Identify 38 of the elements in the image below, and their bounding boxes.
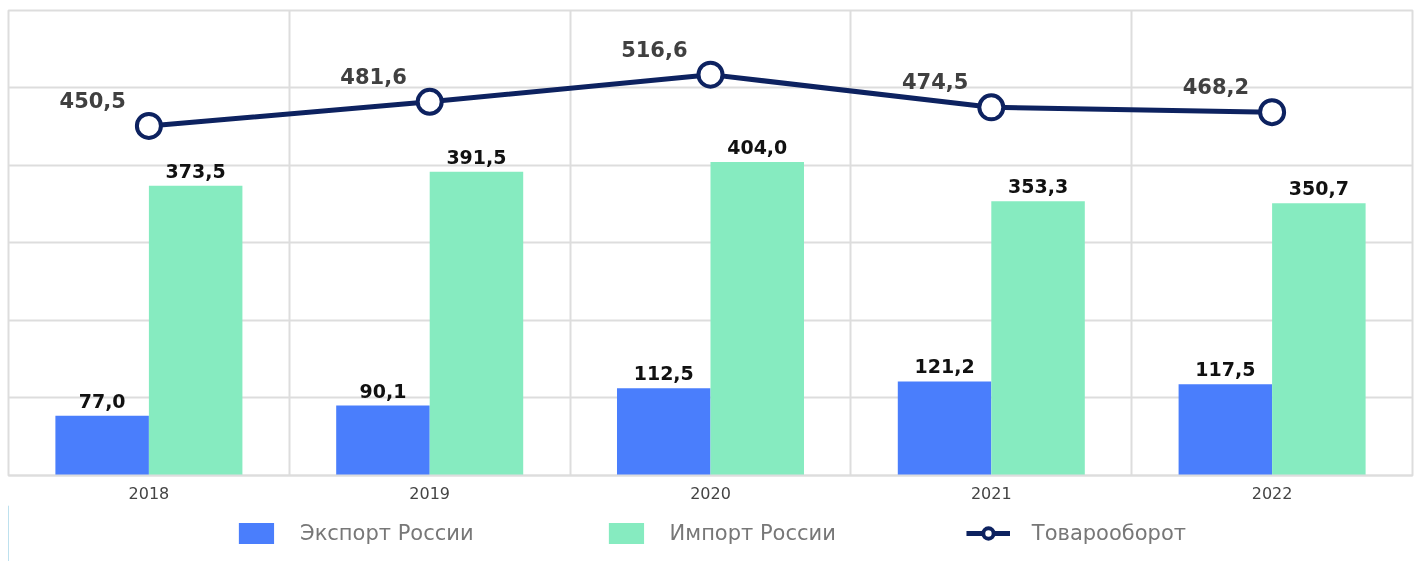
data-label: 373,5 [165, 159, 226, 182]
data-label: 468,2 [1182, 75, 1250, 100]
data-label: 353,3 [1008, 175, 1069, 198]
x-tick-label: 2020 [690, 483, 731, 503]
bar [429, 171, 524, 476]
bar [897, 381, 992, 476]
data-label: 450,5 [59, 88, 126, 113]
x-tick-label: 2018 [128, 483, 170, 503]
data-label: 350,7 [1288, 177, 1349, 200]
data-label: 474,5 [901, 70, 969, 95]
x-tick-label: 2022 [1251, 483, 1293, 503]
point [1258, 98, 1287, 127]
data-label: 481,6 [340, 64, 407, 89]
legend-label: Импорт России [669, 521, 836, 545]
point [977, 93, 1006, 122]
data-label: 404,0 [727, 136, 788, 159]
bar [1178, 384, 1273, 476]
bar [148, 185, 243, 476]
data-label: 77,0 [78, 389, 126, 412]
bar [1272, 203, 1366, 476]
legend-label: Экспорт России [299, 521, 474, 545]
data-label: 117,5 [1195, 358, 1256, 381]
x-tick-label: 2021 [970, 483, 1012, 503]
bar [991, 201, 1085, 476]
data-label: 112,5 [633, 362, 694, 385]
bar [616, 388, 711, 476]
legend-label: Товарооборот [1031, 521, 1187, 545]
data-label: 516,6 [621, 37, 688, 62]
data-label: 90,1 [359, 379, 407, 402]
data-label: 391,5 [446, 145, 507, 168]
x-tick-label: 2019 [409, 483, 451, 503]
point [696, 60, 725, 89]
bar [55, 415, 149, 476]
data-label: 121,2 [914, 355, 975, 378]
point [415, 87, 444, 116]
bar [710, 162, 805, 476]
bar [336, 405, 430, 476]
point [134, 111, 163, 140]
